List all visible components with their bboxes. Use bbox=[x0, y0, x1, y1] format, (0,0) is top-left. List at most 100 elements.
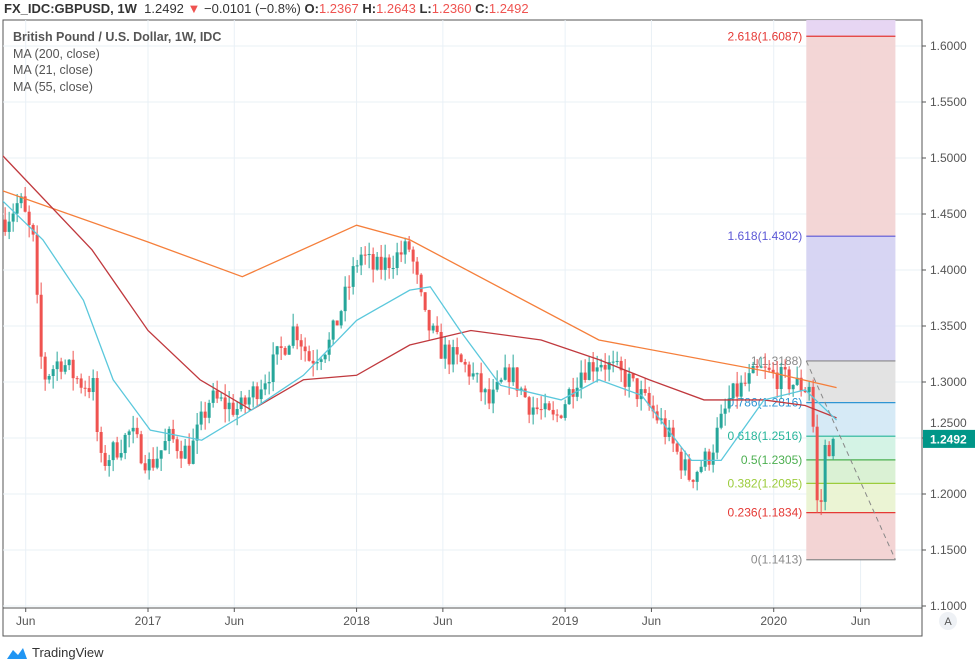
candle-body bbox=[11, 213, 15, 222]
candle-body bbox=[435, 325, 439, 332]
candle-body bbox=[131, 427, 135, 432]
candle-body bbox=[59, 361, 63, 372]
candle-body bbox=[63, 365, 67, 372]
symbol-header: FX_IDC:GBPUSD, 1W 1.2492 ▼ −0.0101 (−0.8… bbox=[4, 0, 529, 20]
candle-body bbox=[823, 445, 827, 502]
chart-legend: British Pound / U.S. Dollar, 1W, IDC MA … bbox=[13, 29, 221, 95]
tradingview-logo[interactable]: TradingView bbox=[6, 645, 104, 660]
candle-body bbox=[747, 373, 751, 384]
candle-body bbox=[815, 426, 819, 501]
candle-body bbox=[303, 346, 307, 352]
legend-title[interactable]: British Pound / U.S. Dollar, 1W, IDC bbox=[13, 30, 222, 44]
candle-body bbox=[547, 403, 551, 410]
ma200-line bbox=[3, 190, 837, 389]
price-chart[interactable]: 1.1000 1.1500 1.2000 1.2500 1.3000 1.3500 1.40… bbox=[0, 0, 975, 640]
candle-body bbox=[51, 369, 55, 377]
candle-body bbox=[595, 367, 599, 372]
candle-body bbox=[431, 325, 435, 331]
candle-body bbox=[411, 249, 415, 262]
candle-body bbox=[719, 413, 723, 428]
y-tick-label: 1.3000 bbox=[930, 375, 967, 389]
candle-body bbox=[551, 409, 555, 415]
auto-scale-button[interactable] bbox=[939, 612, 957, 630]
candle-body bbox=[583, 372, 587, 380]
fib-trend-line bbox=[805, 360, 896, 560]
candle-body bbox=[619, 360, 623, 371]
candle-body bbox=[751, 366, 755, 374]
candle-body bbox=[811, 386, 815, 427]
candle-body bbox=[695, 471, 699, 482]
candle-body bbox=[163, 441, 167, 451]
candle-body bbox=[403, 241, 407, 255]
candle-body bbox=[243, 397, 247, 405]
candle-body bbox=[499, 379, 503, 382]
chart-frame bbox=[2, 19, 923, 637]
candle-body bbox=[207, 402, 211, 418]
candle-body bbox=[119, 453, 123, 458]
y-tick-label: 1.5500 bbox=[930, 95, 967, 109]
last-price-badge bbox=[923, 429, 975, 448]
fib-level-label: 0(1.1413) bbox=[751, 553, 802, 567]
candle-body bbox=[775, 372, 779, 390]
triangle-down-icon: ▼ bbox=[187, 1, 201, 16]
candle-body bbox=[327, 339, 331, 355]
candle-body bbox=[715, 427, 719, 453]
candle-body bbox=[187, 445, 191, 464]
fib-level-label: 0.786(1.2816) bbox=[728, 396, 803, 410]
candle-body bbox=[175, 439, 179, 452]
y-tick-label: 1.2000 bbox=[930, 487, 967, 501]
fib-band bbox=[806, 512, 896, 560]
plot-area: 0(1.1413) 0.236(1.1834) 0.382(1.2095) 0.5(1… bbox=[3, 20, 896, 567]
fib-band bbox=[806, 436, 896, 460]
candle-body bbox=[771, 369, 775, 373]
candle-body bbox=[467, 364, 471, 377]
candle-body bbox=[787, 369, 791, 390]
candle-body bbox=[139, 434, 143, 464]
close-label: C: bbox=[475, 1, 489, 16]
candle-body bbox=[543, 403, 547, 410]
fib-band bbox=[806, 459, 896, 484]
candle-body bbox=[531, 407, 535, 415]
candle-body bbox=[539, 409, 543, 411]
candle-body bbox=[379, 256, 383, 270]
fib-level-label: 2.618(1.6087) bbox=[728, 29, 803, 43]
candle-body bbox=[183, 445, 187, 459]
y-tick-label: 1.4000 bbox=[930, 263, 967, 277]
x-tick-label: 2019 bbox=[552, 614, 579, 628]
fib-band bbox=[806, 402, 896, 437]
x-tick-label: Jun bbox=[16, 614, 35, 628]
legend-ma200[interactable]: MA (200, close) bbox=[13, 46, 100, 61]
candle-body bbox=[711, 452, 715, 465]
candle-body bbox=[27, 211, 31, 225]
x-tick-label: Jun bbox=[642, 614, 661, 628]
candle-body bbox=[159, 450, 163, 459]
candle-body bbox=[515, 367, 519, 391]
candle-body bbox=[399, 252, 403, 255]
fib-level-label: 1(1.3188) bbox=[751, 354, 802, 368]
candle-body bbox=[291, 326, 295, 346]
candle-body bbox=[15, 203, 19, 214]
candle-body bbox=[603, 364, 607, 370]
legend-ma55[interactable]: MA (55, close) bbox=[13, 79, 93, 94]
symbol-name: FX_IDC:GBPUSD, 1W bbox=[4, 1, 137, 16]
candle-body bbox=[507, 367, 511, 383]
candle-body bbox=[155, 458, 159, 468]
y-tick-label: 1.5000 bbox=[930, 151, 967, 165]
y-tick-label: 1.2500 bbox=[930, 416, 967, 430]
candle-body bbox=[483, 389, 487, 393]
candle-body bbox=[679, 451, 683, 471]
candle-body bbox=[279, 346, 283, 348]
candle-body bbox=[735, 383, 739, 397]
candle-body bbox=[275, 346, 279, 355]
legend-ma21[interactable]: MA (21, close) bbox=[13, 63, 93, 77]
x-tick-label: Jun bbox=[225, 614, 244, 628]
candle-body bbox=[367, 254, 371, 256]
candle-body bbox=[231, 402, 235, 415]
candle-body bbox=[663, 418, 667, 437]
y-tick-label: 1.1000 bbox=[930, 599, 967, 613]
candle-body bbox=[375, 256, 379, 270]
candle-body bbox=[7, 221, 11, 232]
candle-body bbox=[503, 367, 507, 380]
x-tick-label: 2017 bbox=[135, 614, 162, 628]
candle-body bbox=[703, 451, 707, 467]
